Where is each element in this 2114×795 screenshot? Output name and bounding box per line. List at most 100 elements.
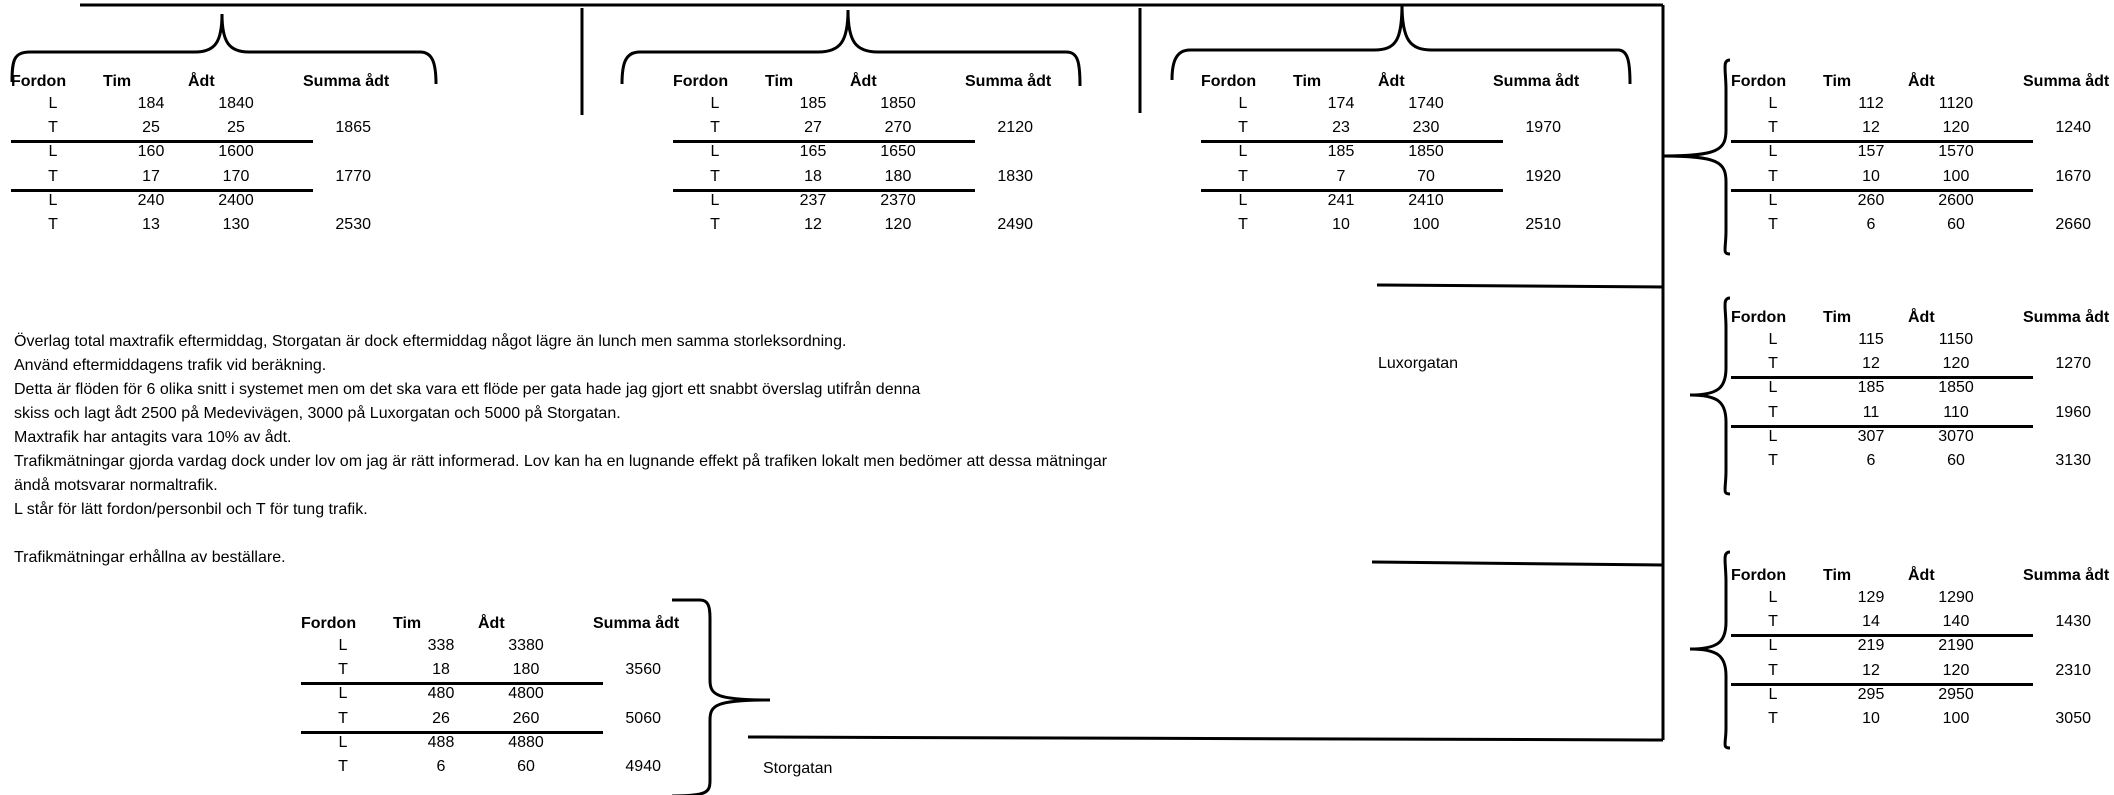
vehicle-type-cell: T	[1768, 216, 1778, 233]
hour-count-cell: 11	[1862, 403, 1880, 421]
group-separator	[1731, 376, 2033, 380]
group-separator	[1731, 634, 2033, 638]
vehicle-type-cell: T	[1238, 167, 1248, 185]
sum-adt-cell: 2490	[997, 216, 1033, 233]
adt-cell: 120	[1942, 355, 1970, 373]
adt-cell: 110	[1943, 403, 1969, 421]
brace-top-3	[1170, 3, 1632, 85]
vehicle-type-cell: L	[338, 637, 348, 654]
hour-count-cell: 25	[142, 119, 160, 137]
vehicle-type-cell: T	[1768, 452, 1778, 469]
sum-adt-cell: 5060	[625, 709, 661, 727]
vehicle-type-cell: L	[48, 191, 58, 209]
brace-top-1	[10, 13, 438, 85]
hour-count-cell: 26	[432, 709, 450, 727]
road-line-storgatan	[747, 735, 1664, 742]
column-header: Summa ådt	[2023, 73, 2110, 90]
hour-count-cell: 184	[137, 95, 165, 112]
hour-count-cell: 237	[799, 191, 827, 209]
adt-cell: 1570	[1938, 143, 1974, 161]
hour-count-cell: 185	[1857, 379, 1885, 397]
vehicle-type-cell: L	[1238, 191, 1248, 209]
adt-cell: 180	[884, 167, 912, 185]
note-line: ändå motsvarar normaltrafik.	[14, 477, 218, 494]
adt-cell: 120	[1942, 119, 1970, 137]
group-separator	[1731, 140, 2033, 144]
hour-count-cell: 115	[1858, 331, 1884, 348]
hour-count-cell: 18	[804, 167, 822, 185]
column-header: Summa ådt	[1493, 73, 1580, 90]
sum-adt-cell: 2530	[335, 216, 371, 233]
vehicle-type-cell: T	[1238, 119, 1248, 137]
column-header: Summa ådt	[593, 615, 680, 632]
sum-adt-cell: 1830	[997, 167, 1033, 185]
hour-count-cell: 488	[427, 733, 455, 751]
hour-count-cell: 14	[1862, 613, 1880, 631]
street-label-storgatan: Storgatan	[763, 760, 833, 777]
adt-cell: 1290	[1938, 589, 1974, 606]
sum-adt-cell: 3130	[2055, 452, 2091, 469]
brace-top-2	[620, 9, 1082, 87]
vehicle-type-cell: L	[48, 143, 58, 161]
note-line: skiss och lagt ådt 2500 på Medevivägen, …	[14, 405, 621, 422]
hour-count-cell: 160	[137, 143, 165, 161]
adt-cell: 2190	[1938, 637, 1974, 655]
vehicle-type-cell: T	[1768, 167, 1778, 185]
street-label-luxorgatan: Luxorgatan	[1378, 355, 1459, 372]
brace-bottom	[671, 598, 771, 795]
sum-adt-cell: 1430	[2055, 613, 2091, 631]
hour-count-cell: 295	[1857, 685, 1885, 703]
hour-count-cell: 12	[1862, 119, 1880, 137]
road-line-middle	[1371, 560, 1664, 567]
vehicle-type-cell: T	[1238, 216, 1248, 233]
column-header: Tim	[393, 615, 422, 632]
adt-cell: 230	[1412, 119, 1440, 137]
adt-cell: 2950	[1938, 685, 1974, 703]
note-line: Trafikmätningar erhållna av beställare.	[14, 549, 286, 566]
brace-right-3	[1689, 550, 1731, 750]
vehicle-type-cell: T	[338, 758, 348, 775]
adt-cell: 70	[1417, 167, 1435, 185]
hour-count-cell: 157	[1857, 143, 1885, 161]
adt-cell: 170	[222, 167, 250, 185]
column-header: Tim	[1823, 309, 1852, 326]
hour-count-cell: 12	[804, 216, 822, 233]
adt-cell: 2600	[1938, 191, 1974, 209]
hour-count-cell: 12	[1862, 355, 1880, 373]
sum-adt-cell: 2120	[997, 119, 1033, 137]
adt-cell: 1600	[218, 143, 254, 161]
sum-adt-cell: 1920	[1525, 167, 1561, 185]
column-header: Ådt	[1908, 309, 1935, 326]
vehicle-type-cell: T	[710, 119, 720, 137]
adt-cell: 2370	[880, 191, 916, 209]
adt-cell: 25	[227, 119, 245, 137]
group-separator	[1731, 424, 2033, 428]
vehicle-type-cell: L	[710, 143, 720, 161]
column-header: Ådt	[478, 615, 505, 632]
adt-cell: 1850	[1938, 379, 1974, 397]
group-separator	[11, 188, 313, 192]
column-header: Summa ådt	[303, 73, 390, 90]
adt-cell: 1120	[1938, 95, 1974, 112]
hour-count-cell: 129	[1857, 589, 1885, 606]
column-header: Fordon	[1731, 567, 1787, 584]
sum-adt-cell: 1270	[2055, 355, 2091, 373]
adt-cell: 120	[1942, 661, 1970, 679]
hour-count-cell: 17	[142, 167, 160, 185]
hour-count-cell: 12	[1862, 661, 1880, 679]
adt-cell: 60	[1947, 216, 1965, 233]
hour-count-cell: 338	[427, 637, 455, 654]
adt-cell: 140	[1942, 613, 1970, 631]
hour-count-cell: 13	[142, 216, 160, 233]
hour-count-cell: 219	[1857, 637, 1885, 655]
column-header: Ådt	[1908, 73, 1935, 90]
sum-adt-cell: 1970	[1525, 119, 1561, 137]
vehicle-type-cell: L	[1768, 191, 1778, 209]
vehicle-type-cell: L	[338, 733, 348, 751]
adt-cell: 100	[1412, 216, 1440, 233]
group-separator	[11, 140, 313, 144]
note-line: Överlag total maxtrafik eftermiddag, Sto…	[14, 333, 847, 350]
vehicle-type-cell: T	[338, 709, 348, 727]
group-separator	[673, 188, 975, 192]
adt-cell: 120	[884, 216, 912, 233]
